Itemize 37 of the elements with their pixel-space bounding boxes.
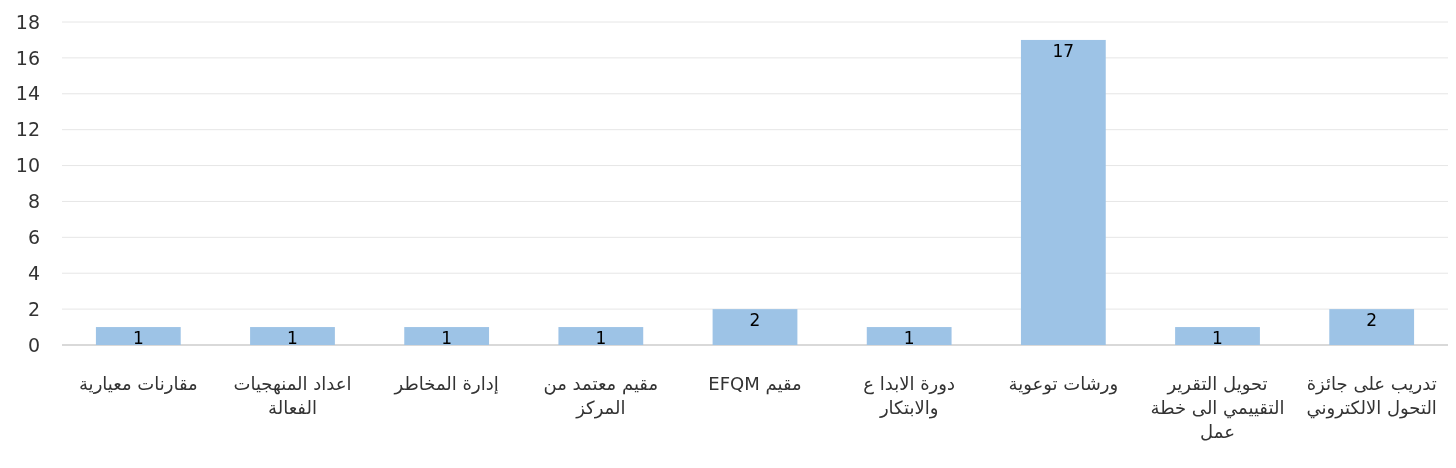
bar bbox=[95, 327, 181, 345]
y-tick-label: 0 bbox=[27, 333, 40, 356]
data-label: 1 bbox=[441, 328, 453, 349]
y-tick-label: 16 bbox=[15, 46, 40, 69]
x-tick-label: إدارة المخاطر bbox=[393, 373, 499, 395]
y-tick-label: 14 bbox=[15, 82, 40, 105]
bar bbox=[1329, 309, 1415, 345]
data-label: 2 bbox=[1366, 310, 1378, 331]
y-tick-label: 18 bbox=[15, 10, 40, 33]
y-tick-label: 10 bbox=[15, 154, 40, 177]
data-label: 1 bbox=[287, 328, 298, 349]
bar bbox=[404, 327, 490, 345]
y-tick-label: 6 bbox=[27, 225, 40, 248]
x-tick-label: تدريب على جائزة التحول الالكتروني bbox=[1306, 373, 1437, 419]
y-tick-label: 8 bbox=[27, 190, 40, 213]
data-label: 1 bbox=[595, 328, 607, 349]
x-tick-label: اعداد المنهجيات الفعالة bbox=[233, 373, 352, 418]
data-label: 1 bbox=[132, 328, 144, 349]
y-tick-label: 12 bbox=[15, 118, 40, 141]
bar bbox=[866, 327, 952, 345]
x-tick-label: ورشات توعوية bbox=[1008, 373, 1119, 395]
x-tick-label: تحويل التقرير التقييمي الى خطة عمل bbox=[1150, 373, 1285, 442]
data-label: 1 bbox=[1212, 328, 1223, 349]
bar bbox=[250, 327, 335, 345]
x-tick-label: مقارنات معيارية bbox=[78, 373, 198, 394]
data-label: 2 bbox=[749, 310, 761, 331]
x-tick-label: دورة الابدا ع والابتكار bbox=[863, 373, 956, 419]
bar bbox=[1175, 327, 1260, 345]
y-tick-label: 4 bbox=[27, 261, 40, 284]
data-label: 1 bbox=[903, 328, 915, 349]
y-tick-label: 2 bbox=[27, 297, 40, 320]
bar bbox=[712, 309, 798, 345]
x-tick-label: مقيم EFQM bbox=[708, 373, 802, 395]
data-label: 17 bbox=[1052, 40, 1075, 61]
x-tick-label: مقيم معتمد من المركز bbox=[543, 373, 659, 419]
bar bbox=[1020, 39, 1106, 345]
bar bbox=[558, 327, 644, 345]
